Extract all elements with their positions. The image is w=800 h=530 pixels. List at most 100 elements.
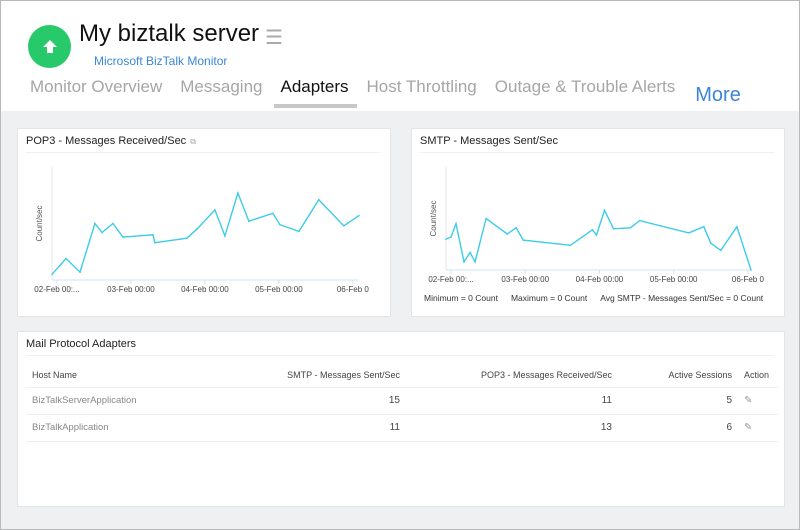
data-point: [65, 257, 67, 260]
data-point: [342, 224, 345, 227]
x-tick-label: 02-Feb 00:...: [428, 275, 473, 284]
host-name-cell[interactable]: BizTalkApplication: [26, 414, 246, 442]
data-point: [101, 231, 103, 234]
active-sessions-cell: 5: [618, 387, 738, 415]
table-title: Mail Protocol Adapters: [26, 338, 137, 350]
mail-adapters-card: Mail Protocol Adapters Host Name SMTP - …: [17, 331, 785, 507]
divider: [420, 152, 774, 153]
table-row: BizTalkApplication 11 13 6 ✎: [26, 414, 778, 442]
data-point: [279, 223, 281, 226]
col-active-sessions: Active Sessions: [618, 364, 738, 388]
data-point: [612, 228, 615, 230]
page-header: My biztalk server ☰ Microsoft BizTalk Mo…: [1, 1, 799, 111]
data-point: [298, 230, 300, 233]
chart-title: POP3 - Messages Received/Sec ⧉: [26, 135, 196, 147]
tab-monitor-overview[interactable]: Monitor Overview: [30, 77, 163, 96]
more-tabs-button[interactable]: More: [695, 84, 741, 106]
pop3-cell: 11: [406, 387, 618, 415]
pencil-icon[interactable]: ✎: [738, 414, 778, 442]
host-name-cell[interactable]: BizTalkServerApplication: [26, 387, 246, 415]
pop3-chart-card: Count/sec 02-Feb 00:... 03-Feb 00:00 04-Feb…: [17, 128, 391, 317]
data-point: [224, 235, 226, 237]
data-point: [248, 220, 250, 223]
data-point: [736, 225, 738, 228]
data-point: [358, 214, 360, 217]
data-point: [687, 232, 690, 234]
x-tick-label: 04-Feb 00:00: [181, 285, 229, 294]
data-point: [515, 226, 518, 229]
divider: [26, 152, 380, 153]
data-point: [702, 225, 705, 228]
data-point: [79, 271, 81, 273]
data-point: [603, 209, 606, 212]
stat-maximum: Maximum = 0 Count: [510, 293, 588, 303]
x-tick-label: 03-Feb 00:00: [107, 285, 155, 294]
data-point: [638, 219, 641, 222]
series-line: [445, 208, 752, 271]
hamburger-icon[interactable]: ☰: [265, 27, 283, 49]
data-point: [569, 244, 572, 247]
x-tick-label: 03-Feb 00:00: [501, 275, 549, 284]
series-line: [51, 190, 360, 275]
tab-messaging[interactable]: Messaging: [180, 77, 263, 96]
table-header-row: Host Name SMTP - Messages Sent/Sec POP3 …: [26, 364, 778, 388]
data-point: [186, 237, 188, 239]
status-up-icon: [28, 25, 71, 68]
tab-bar: Monitor Overview Messaging Adapters Host…: [30, 77, 741, 108]
pencil-icon[interactable]: ✎: [738, 387, 778, 415]
data-point: [455, 222, 457, 225]
data-point: [94, 222, 96, 225]
data-point: [450, 236, 452, 238]
data-point: [196, 228, 198, 230]
data-point: [591, 229, 594, 231]
divider: [26, 355, 774, 356]
col-host-name: Host Name: [26, 364, 246, 388]
pop3-chart: Count/sec 02-Feb 00:... 03-Feb 00:00 04-Feb…: [34, 167, 370, 294]
chart-stats: Minimum = 0 Count Maximum = 0 Count Avg …: [424, 293, 763, 303]
data-point: [629, 226, 632, 229]
data-point: [152, 234, 154, 236]
data-point: [474, 260, 476, 263]
x-tick-label: 05-Feb 00:00: [650, 275, 698, 284]
smtp-chart: Count/sec 02-Feb 00:... 03-Feb 00:00 04-Feb…: [428, 167, 765, 284]
data-point: [272, 212, 274, 215]
data-point: [595, 234, 598, 236]
data-point: [112, 222, 114, 225]
smtp-cell: 15: [246, 387, 406, 415]
data-point: [154, 241, 156, 244]
monitor-type-link[interactable]: Microsoft BizTalk Monitor: [94, 54, 228, 68]
x-tick-label: 04-Feb 00:00: [576, 275, 624, 284]
stat-minimum: Minimum = 0 Count: [424, 293, 498, 303]
data-point: [463, 260, 465, 263]
smtp-cell: 11: [246, 414, 406, 442]
adapters-table: Host Name SMTP - Messages Sent/Sec POP3 …: [26, 364, 778, 442]
data-point: [214, 209, 216, 211]
y-axis-label: Count/sec: [35, 205, 44, 241]
y-axis-label: Count/sec: [429, 200, 438, 236]
data-point: [237, 192, 239, 194]
chart-title: SMTP - Messages Sent/Sec: [420, 135, 558, 147]
tab-adapters[interactable]: Adapters: [274, 77, 357, 108]
table-row: BizTalkServerApplication 15 11 5 ✎: [26, 387, 778, 415]
smtp-chart-card: Count/sec 02-Feb 00:... 03-Feb 00:00 04-Feb…: [411, 128, 785, 317]
tab-outage-trouble-alerts[interactable]: Outage & Trouble Alerts: [494, 77, 676, 96]
col-pop3: POP3 - Messages Received/Sec: [406, 364, 618, 388]
x-tick-label: 06-Feb 0: [337, 285, 370, 294]
data-point: [469, 251, 471, 254]
pop3-cell: 13: [406, 414, 618, 442]
external-link-icon[interactable]: ⧉: [190, 137, 196, 146]
data-point: [122, 236, 124, 238]
x-tick-label: 05-Feb 00:00: [255, 285, 303, 294]
data-point: [51, 273, 53, 276]
active-sessions-cell: 6: [618, 414, 738, 442]
col-action: Action: [738, 364, 778, 388]
data-point: [318, 198, 320, 201]
x-tick-label: 02-Feb 00:...: [34, 285, 79, 294]
x-tick-label: 06-Feb 0: [732, 275, 765, 284]
data-point: [709, 242, 712, 245]
tab-host-throttling[interactable]: Host Throttling: [366, 77, 477, 96]
page-title: My biztalk server: [79, 20, 260, 47]
data-point: [720, 249, 722, 252]
col-smtp: SMTP - Messages Sent/Sec: [246, 364, 406, 388]
stat-average: Avg SMTP - Messages Sent/Sec = 0 Count: [600, 293, 764, 303]
